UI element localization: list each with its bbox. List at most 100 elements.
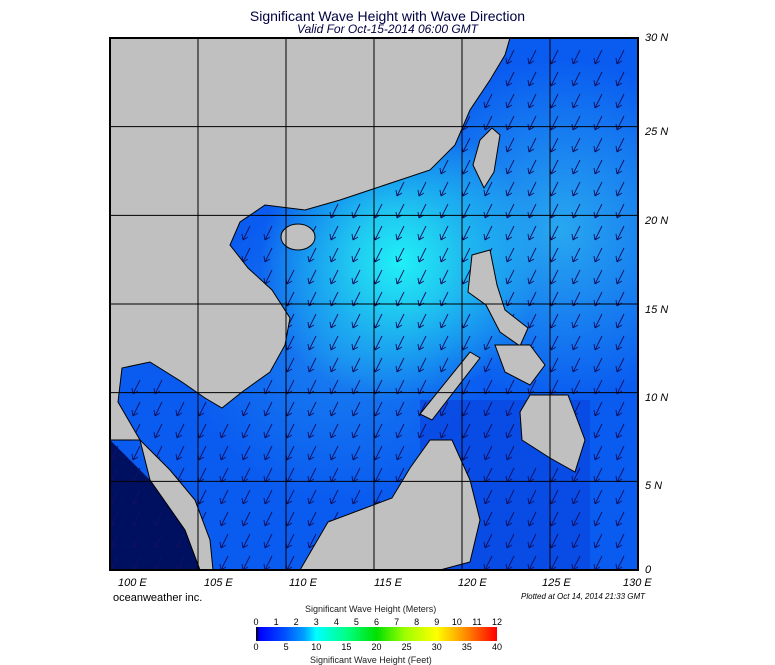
wave-arrow xyxy=(351,225,361,241)
wave-arrow xyxy=(307,423,317,439)
wave-arrow xyxy=(417,181,427,197)
lon-label: 100 E xyxy=(118,577,147,589)
meters-tick: 2 xyxy=(293,617,299,627)
wave-arrow xyxy=(483,533,493,549)
wave-arrow xyxy=(483,357,493,373)
meters-tick: 3 xyxy=(313,617,319,627)
land-palawan xyxy=(419,351,481,421)
land xyxy=(110,38,586,570)
wave-arrow xyxy=(615,137,625,153)
wave-arrow xyxy=(439,269,449,285)
land-visayas xyxy=(494,344,546,386)
wave-arrow xyxy=(593,313,603,329)
wave-arrow xyxy=(615,159,625,175)
wave-arrow xyxy=(307,247,317,263)
meters-tick: 0 xyxy=(253,617,259,627)
land-borneo xyxy=(299,439,481,570)
meters-tick: 1 xyxy=(273,617,279,627)
wave-arrow xyxy=(505,225,515,241)
wave-arrow xyxy=(329,489,339,505)
wave-arrow xyxy=(351,423,361,439)
wave-arrow xyxy=(615,71,625,87)
wave-arrow xyxy=(593,225,603,241)
wave-arrow xyxy=(395,225,405,241)
wave-arrow xyxy=(417,357,427,373)
wave-arrow xyxy=(439,159,449,175)
wave-arrow xyxy=(307,335,317,351)
wave-arrow xyxy=(483,181,493,197)
wave-arrow xyxy=(593,335,603,351)
wave-arrow xyxy=(439,357,449,373)
feet-tick: 20 xyxy=(371,642,382,652)
wave-arrow xyxy=(351,335,361,351)
wave-arrow xyxy=(527,225,537,241)
meters-tick: 6 xyxy=(373,617,380,627)
wave-arrow xyxy=(329,269,339,285)
wave-arrow xyxy=(571,533,581,549)
wave-arrow xyxy=(505,137,515,153)
wave-arrow xyxy=(439,335,449,351)
wave-arrow xyxy=(615,401,625,417)
land-hainan xyxy=(280,223,316,251)
feet-tick: 30 xyxy=(431,642,442,652)
land-asia-mainland xyxy=(110,38,511,441)
wave-arrow xyxy=(527,511,537,527)
wave-arrow xyxy=(505,269,515,285)
wave-arrow xyxy=(263,225,273,241)
wave-arrow xyxy=(219,511,229,527)
wave-arrow xyxy=(593,423,603,439)
lat-label: 15 N xyxy=(645,304,669,316)
meters-tick: 4 xyxy=(333,617,339,627)
wave-arrow xyxy=(417,269,427,285)
wave-arrow xyxy=(439,247,449,263)
land-taiwan xyxy=(472,127,501,190)
meters-tick: 7 xyxy=(394,617,400,627)
wave-arrow xyxy=(527,313,537,329)
wave-arrow xyxy=(153,401,163,417)
wave-arrow xyxy=(263,445,273,461)
wave-arrow xyxy=(527,159,537,175)
wave-arrow xyxy=(593,181,603,197)
wave-arrow xyxy=(527,247,537,263)
colorbar-meters-title: Significant Wave Height (Meters) xyxy=(305,604,437,614)
wave-arrow xyxy=(615,269,625,285)
wave-arrow xyxy=(175,423,185,439)
wave-arrow xyxy=(417,423,427,439)
feet-tick: 5 xyxy=(283,642,289,652)
wave-arrow xyxy=(329,225,339,241)
wave-arrow xyxy=(615,489,625,505)
wave-arrow xyxy=(395,423,405,439)
wave-arrow xyxy=(219,533,229,549)
wave-arrow xyxy=(307,269,317,285)
wave-arrow xyxy=(527,49,537,65)
meters-tick: 12 xyxy=(491,617,503,627)
wave-arrow xyxy=(329,335,339,351)
wave-arrow xyxy=(263,489,273,505)
wave-arrow xyxy=(615,357,625,373)
wave-arrow xyxy=(351,269,361,285)
wave-arrow xyxy=(593,247,603,263)
wave-arrow xyxy=(329,445,339,461)
wave-arrow xyxy=(241,445,251,461)
wave-arrow xyxy=(241,401,251,417)
wave-arrow xyxy=(395,313,405,329)
wave-arrow xyxy=(417,313,427,329)
wave-arrow xyxy=(351,247,361,263)
wave-arrow xyxy=(571,181,581,197)
plotted-time: Plotted at Oct 14, 2014 21:33 GMT xyxy=(521,592,646,601)
wave-arrow xyxy=(615,445,625,461)
wave-arrow xyxy=(571,159,581,175)
wave-arrow xyxy=(351,489,361,505)
graticule xyxy=(110,38,638,570)
wave-arrow xyxy=(615,181,625,197)
wave-arrow xyxy=(505,181,515,197)
map-title: Significant Wave Height with Wave Direct… xyxy=(249,8,526,24)
lat-label: 10 N xyxy=(645,392,669,404)
wave-arrow xyxy=(395,269,405,285)
feet-tick: 40 xyxy=(491,642,503,652)
wave-arrow xyxy=(351,357,361,373)
wave-arrow xyxy=(395,247,405,263)
wave-arrow xyxy=(593,159,603,175)
wave-arrow xyxy=(615,511,625,527)
wave-arrow xyxy=(439,181,449,197)
